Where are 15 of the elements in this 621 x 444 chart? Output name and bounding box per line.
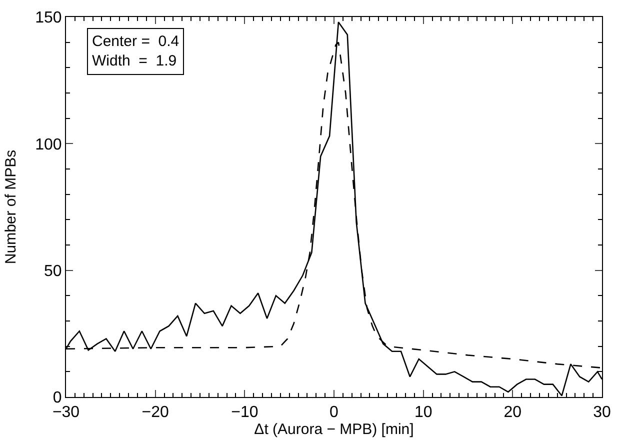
y-axis-title: Number of MPBs xyxy=(2,150,20,264)
annotation: Width = 1.9 xyxy=(92,52,177,70)
x-axis-title: Δt (Aurora − MPB) [min] xyxy=(254,421,414,438)
x-tick-label: 20 xyxy=(504,404,522,422)
y-tick-label: 50 xyxy=(44,262,62,280)
x-tick-label: 0 xyxy=(330,404,339,422)
y-tick-label: 0 xyxy=(52,390,62,407)
x-tick-label: −20 xyxy=(142,404,169,422)
y-tick-label: 150 xyxy=(35,10,62,27)
annotation: Center = 0.4 xyxy=(92,33,180,50)
y-tick-label: 100 xyxy=(35,136,62,154)
x-tick-label: −30 xyxy=(52,404,80,422)
x-tick-label: 30 xyxy=(593,404,611,422)
x-tick-label: −10 xyxy=(231,404,258,422)
x-tick-label: 10 xyxy=(414,404,432,422)
